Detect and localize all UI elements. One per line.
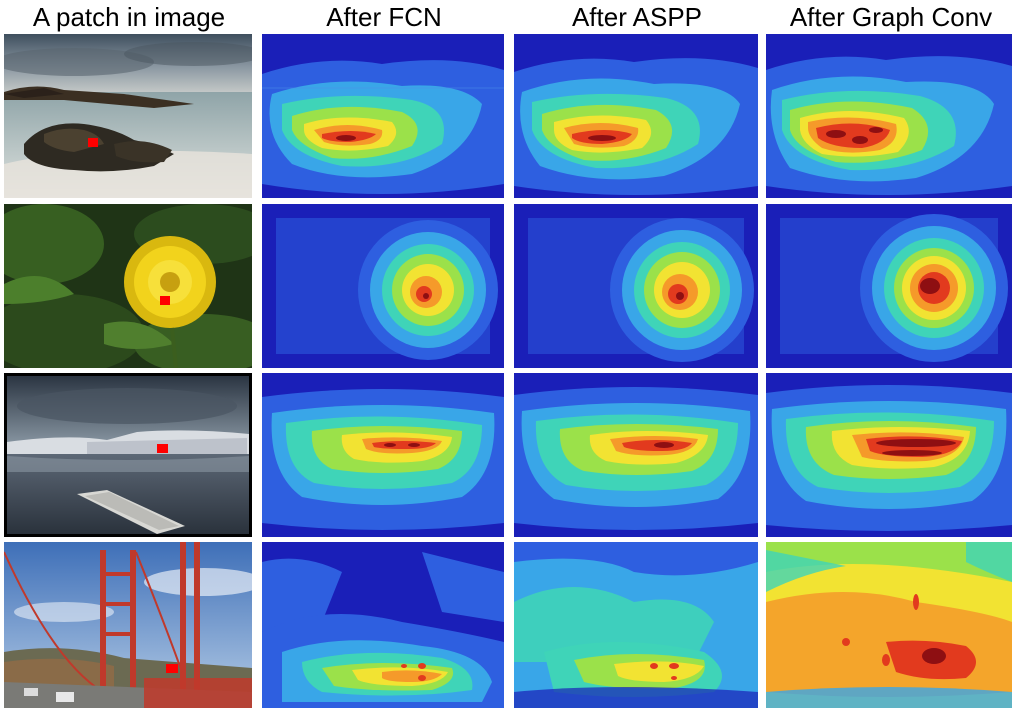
patch-marker [166, 664, 178, 673]
heatmap-fcn-row2 [262, 204, 504, 368]
heatmap-graph-conv-row4 [766, 542, 1012, 708]
heatmap-graph-conv-row1 [766, 34, 1012, 198]
column-header-fcn: After FCN [326, 2, 442, 32]
source-image-golden-gate [4, 542, 252, 708]
heatmap-graph-conv-row2 [766, 204, 1012, 368]
heatmap-fcn-row1 [262, 34, 504, 198]
heatmap-aspp-row2 [514, 204, 758, 368]
column-header-patch: A patch in image [32, 2, 226, 32]
column-header-aspp: After ASPP [571, 2, 703, 32]
heatmap-fcn-row4 [262, 542, 504, 708]
patch-marker [160, 296, 170, 305]
source-image-beach-rocks [4, 34, 252, 198]
heatmap-graph-conv-row3 [766, 373, 1012, 537]
heatmap-aspp-row1 [514, 34, 758, 198]
heatmap-aspp-row4 [514, 542, 758, 708]
patch-marker [157, 444, 168, 453]
column-header-graph-conv: After Graph Conv [789, 2, 993, 32]
heatmap-fcn-row3 [262, 373, 504, 537]
heatmap-aspp-row3 [514, 373, 758, 537]
source-image-snowy-lake [4, 373, 252, 537]
source-image-dandelion [4, 204, 252, 368]
patch-marker [88, 138, 98, 147]
